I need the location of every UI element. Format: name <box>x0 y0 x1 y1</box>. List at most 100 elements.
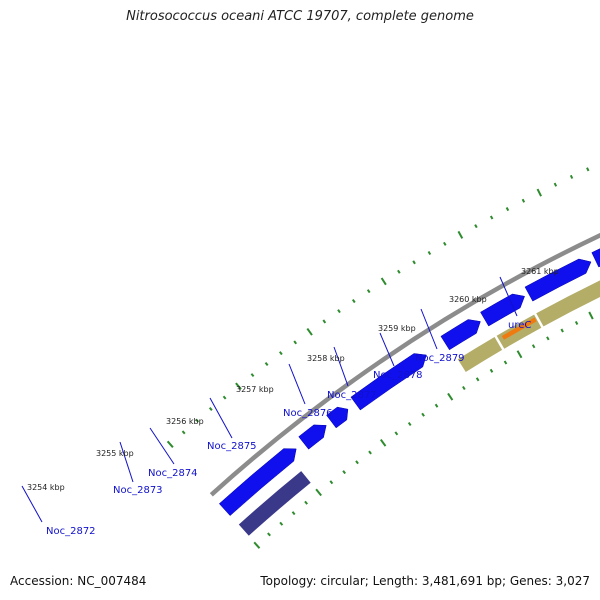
tick-marks <box>166 167 594 549</box>
inner-tick <box>304 500 308 505</box>
inner-tick <box>574 320 579 325</box>
inner-tick <box>462 385 466 391</box>
outer-tick <box>337 309 341 314</box>
gene-label-leader <box>119 441 134 483</box>
accession-text: Accession: NC_007484 <box>10 574 147 588</box>
outer-tick <box>586 167 590 172</box>
scale-label-kbp: 3261 kbp <box>521 267 559 276</box>
outer-tick <box>293 340 298 345</box>
inner-tick <box>503 360 508 365</box>
outer-tick <box>474 224 478 229</box>
gene-label-leader <box>333 346 349 387</box>
inner-tick <box>315 488 322 497</box>
gene-label-leader <box>499 276 518 317</box>
forward-gene-arrow <box>326 406 349 429</box>
forward-gene-arrow <box>591 248 600 268</box>
forward-gene-arrow <box>350 353 427 411</box>
outer-tick <box>222 395 227 400</box>
outer-tick <box>427 250 432 256</box>
gene-label: Noc_2874 <box>148 468 198 479</box>
gene-label: Noc_2875 <box>207 441 257 452</box>
inner-tick <box>560 328 564 333</box>
inner-tick <box>489 368 494 373</box>
outer-tick <box>397 269 401 274</box>
genome-summary-text: Topology: circular; Length: 3,481,691 bp… <box>260 574 590 588</box>
inner-tick <box>407 422 412 426</box>
outer-tick <box>306 328 313 336</box>
outer-tick <box>553 182 558 187</box>
gene-label-leader <box>209 397 233 439</box>
outer-tick <box>536 188 542 197</box>
outer-tick <box>489 215 494 220</box>
outer-tick <box>366 289 371 294</box>
inner-tick <box>516 350 523 359</box>
outer-tick <box>250 373 255 378</box>
scale-label-kbp: 3254 kbp <box>27 483 65 492</box>
map-title: Nitrosococcus oceani ATCC 19707, complet… <box>126 9 474 24</box>
reverse-gene-khaki <box>534 279 600 328</box>
inner-tick <box>342 470 346 475</box>
gene-label: Noc_2876 <box>283 408 333 419</box>
gene-label-leader <box>149 427 175 465</box>
outer-tick <box>569 174 574 179</box>
inner-tick <box>253 541 261 549</box>
outer-tick <box>505 207 510 212</box>
inner-tick <box>329 480 334 485</box>
outer-tick <box>181 430 186 435</box>
outer-tick <box>208 407 213 411</box>
gene-label-leader <box>21 485 43 523</box>
inner-tick <box>475 377 480 382</box>
gene-label-leader <box>379 332 395 367</box>
inner-tick <box>394 431 399 436</box>
gene-label: Noc_2873 <box>113 485 163 496</box>
gene-label: Noc_2878 <box>373 370 423 381</box>
inner-tick <box>291 511 296 516</box>
inner-tick <box>588 311 594 320</box>
inner-tick <box>267 532 271 537</box>
outer-tick <box>521 198 526 203</box>
outer-tick <box>412 260 416 265</box>
outer-tick <box>235 382 242 390</box>
outer-tick <box>322 319 327 324</box>
scale-label-kbp: 3255 kbp <box>96 449 134 458</box>
inner-tick <box>546 336 550 341</box>
scale-label-kbp: 3260 kbp <box>449 295 487 304</box>
inner-tick <box>355 460 359 465</box>
reverse-gene-khaki <box>456 335 504 374</box>
label-leaders <box>21 276 518 523</box>
reverse-gene-orange <box>501 317 537 340</box>
gene-label: Noc_2872 <box>46 526 96 537</box>
forward-gene-arrow <box>298 424 327 450</box>
scale-label-kbp: 3258 kbp <box>307 354 345 363</box>
forward-gene-arrow <box>218 448 297 516</box>
gene-label: Noc_2879 <box>415 353 465 364</box>
inner-tick <box>531 344 536 349</box>
gene-label: Noc_2877 <box>327 390 377 401</box>
labels: 3254 kbp 3255 kbp 3256 kbp 3257 kbp 3258 kbp… <box>27 267 559 537</box>
forward-gene-arrow <box>440 319 481 351</box>
outer-tick <box>380 277 387 286</box>
outer-tick <box>166 440 174 448</box>
reverse-gene-dark <box>237 469 313 538</box>
inner-tick <box>421 412 425 417</box>
outer-tick <box>443 241 447 246</box>
forward-gene-arrow <box>524 258 592 302</box>
inner-tick <box>279 521 284 526</box>
outer-tick <box>457 230 464 239</box>
outer-tick <box>351 299 356 304</box>
gene-features <box>218 248 600 538</box>
scale-label-kbp: 3257 kbp <box>236 385 274 394</box>
forward-gene-arrow <box>480 293 525 327</box>
inner-tick <box>447 392 454 401</box>
gene-label-leader <box>288 363 306 405</box>
inner-tick <box>368 450 372 455</box>
outer-tick <box>264 361 269 367</box>
scale-label-kbp: 3256 kbp <box>166 417 204 426</box>
backbone-circle <box>209 232 600 497</box>
scale-label-kbp: 3259 kbp <box>378 324 416 333</box>
outer-tick <box>278 351 283 356</box>
gene-label-leader <box>420 308 438 350</box>
inner-tick <box>434 403 439 408</box>
backbone-layer <box>209 232 600 497</box>
